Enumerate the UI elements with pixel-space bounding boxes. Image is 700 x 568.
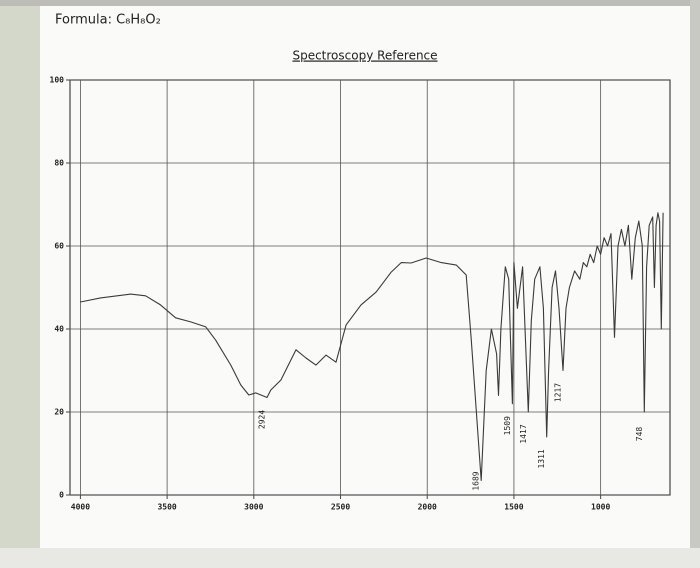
sidebar xyxy=(0,0,40,568)
peak-label: 2924 xyxy=(257,410,266,429)
x-tick-label: 4000 xyxy=(71,503,90,512)
bottom-strip xyxy=(0,548,700,568)
top-bar xyxy=(0,0,700,6)
peak-label: 748 xyxy=(635,427,644,442)
y-tick-label: 100 xyxy=(50,76,65,85)
peak-label: 1217 xyxy=(554,383,563,402)
y-tick-label: 60 xyxy=(54,242,64,251)
chart-title: Spectroscopy Reference xyxy=(292,49,437,63)
peak-label: 1509 xyxy=(503,416,512,435)
x-tick-label: 2000 xyxy=(418,503,437,512)
right-edge xyxy=(690,0,700,568)
x-tick-label: 1500 xyxy=(504,503,523,512)
y-tick-label: 0 xyxy=(59,491,64,500)
x-tick-label: 3000 xyxy=(244,503,263,512)
spectrum-line xyxy=(80,212,664,482)
peak-label: 1311 xyxy=(537,449,546,468)
x-tick-label: 3500 xyxy=(157,503,176,512)
peak-label: 1417 xyxy=(519,424,528,443)
formula: Formula: C₈H₈O₂ xyxy=(55,13,161,28)
x-tick-label: 2500 xyxy=(331,503,350,512)
peak-label: 1689 xyxy=(472,471,481,490)
y-tick-label: 40 xyxy=(54,325,64,334)
y-tick-label: 20 xyxy=(54,408,64,417)
x-tick-label: 1000 xyxy=(591,503,610,512)
y-tick-label: 80 xyxy=(54,159,64,168)
